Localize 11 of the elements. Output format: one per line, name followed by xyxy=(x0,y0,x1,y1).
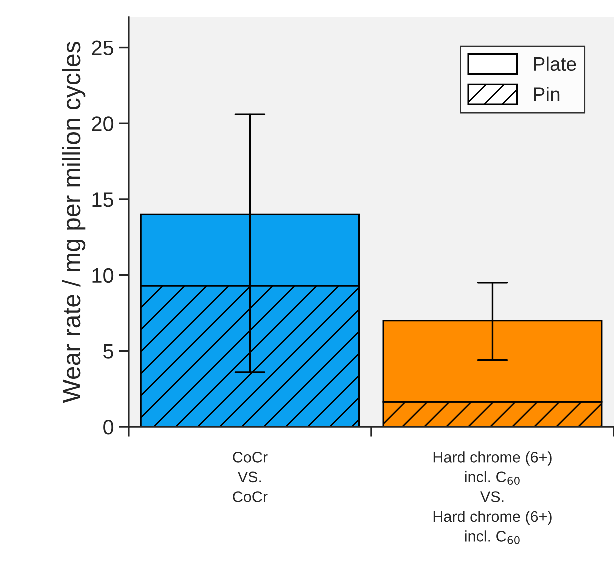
x-tick-label: Hard chrome (6+) incl. C$_{60}$ VS. Hard chrome (6+) incl. C$_{60}$ xyxy=(434,452,552,544)
x-tick-label: CoCr VS. CoCr xyxy=(233,452,268,502)
y-tick-label: 20 xyxy=(92,116,114,132)
y-tick-label: 15 xyxy=(92,192,114,208)
y-tick-label: 25 xyxy=(92,40,114,56)
y-tick-label: 5 xyxy=(104,344,114,359)
y-axis-title: Wear rate / mg per million cycles xyxy=(62,42,86,404)
legend-label: Plate xyxy=(534,56,576,72)
y-tick-label: 10 xyxy=(92,268,114,284)
y-tick-label: 0 xyxy=(104,420,114,435)
legend-label: Pin xyxy=(534,87,560,102)
